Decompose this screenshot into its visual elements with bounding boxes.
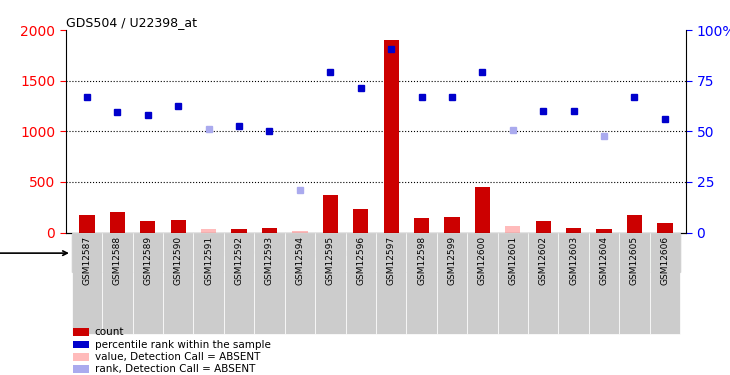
Bar [596, 230, 612, 232]
Text: GSM12601: GSM12601 [508, 236, 518, 285]
Bar [193, 232, 224, 334]
Bar [285, 232, 315, 334]
Text: GSM12594: GSM12594 [296, 236, 304, 285]
Bar [133, 232, 163, 334]
Bar [224, 232, 254, 334]
Bar [619, 232, 650, 334]
Bar [72, 232, 102, 334]
Bar [505, 226, 520, 232]
Text: value, Detection Call = ABSENT: value, Detection Call = ABSENT [95, 352, 260, 362]
Text: GSM12599: GSM12599 [447, 236, 456, 285]
Bar [353, 209, 369, 232]
Bar [407, 232, 437, 334]
Bar [73, 365, 88, 373]
Bar [536, 221, 551, 232]
Text: GSM12589: GSM12589 [143, 236, 153, 285]
Text: normal: normal [570, 248, 607, 258]
Text: disease state: disease state [0, 248, 67, 258]
Bar [231, 230, 247, 232]
Bar [437, 232, 467, 334]
Text: GSM12604: GSM12604 [599, 236, 609, 285]
Bar [566, 228, 581, 232]
Bar [262, 228, 277, 232]
Text: GSM12602: GSM12602 [539, 236, 548, 285]
Text: GSM12606: GSM12606 [661, 236, 669, 285]
Bar [498, 232, 528, 334]
Bar [323, 195, 338, 232]
Bar [171, 220, 186, 232]
Text: GSM12595: GSM12595 [326, 236, 335, 285]
Bar [140, 221, 155, 232]
Bar [474, 187, 490, 232]
Bar [528, 232, 558, 334]
Text: GSM12596: GSM12596 [356, 236, 365, 285]
Bar [73, 353, 88, 361]
Bar [254, 232, 285, 334]
Bar [345, 232, 376, 334]
Bar [467, 232, 498, 334]
Text: rank, Detection Call = ABSENT: rank, Detection Call = ABSENT [95, 364, 255, 374]
Bar [73, 340, 88, 348]
Bar [627, 215, 642, 232]
Text: GSM12603: GSM12603 [569, 236, 578, 285]
Bar [414, 218, 429, 232]
Bar [498, 234, 680, 272]
Bar [73, 328, 88, 336]
Bar [72, 234, 498, 272]
Text: count: count [95, 327, 124, 338]
Text: GSM12605: GSM12605 [630, 236, 639, 285]
Bar [201, 230, 216, 232]
Bar [589, 232, 619, 334]
Text: GSM12597: GSM12597 [387, 236, 396, 285]
Text: GSM12591: GSM12591 [204, 236, 213, 285]
Text: GSM12598: GSM12598 [417, 236, 426, 285]
Bar [102, 232, 133, 334]
Bar [376, 232, 407, 334]
Bar [657, 224, 672, 232]
Bar [292, 231, 307, 232]
Text: pulmonary arterial hypertension: pulmonary arterial hypertension [200, 248, 369, 258]
Text: GSM12593: GSM12593 [265, 236, 274, 285]
Bar [163, 232, 193, 334]
Text: GSM12588: GSM12588 [113, 236, 122, 285]
Text: GSM12592: GSM12592 [234, 236, 244, 285]
Text: percentile rank within the sample: percentile rank within the sample [95, 339, 271, 350]
Bar [650, 232, 680, 334]
Text: GDS504 / U22398_at: GDS504 / U22398_at [66, 16, 196, 29]
Bar [558, 232, 589, 334]
Text: GSM12587: GSM12587 [82, 236, 91, 285]
Bar [110, 212, 125, 232]
Text: GSM12590: GSM12590 [174, 236, 182, 285]
Bar [383, 40, 399, 232]
Text: GSM12600: GSM12600 [478, 236, 487, 285]
Bar [80, 215, 95, 232]
Bar [315, 232, 345, 334]
Bar [445, 217, 460, 232]
